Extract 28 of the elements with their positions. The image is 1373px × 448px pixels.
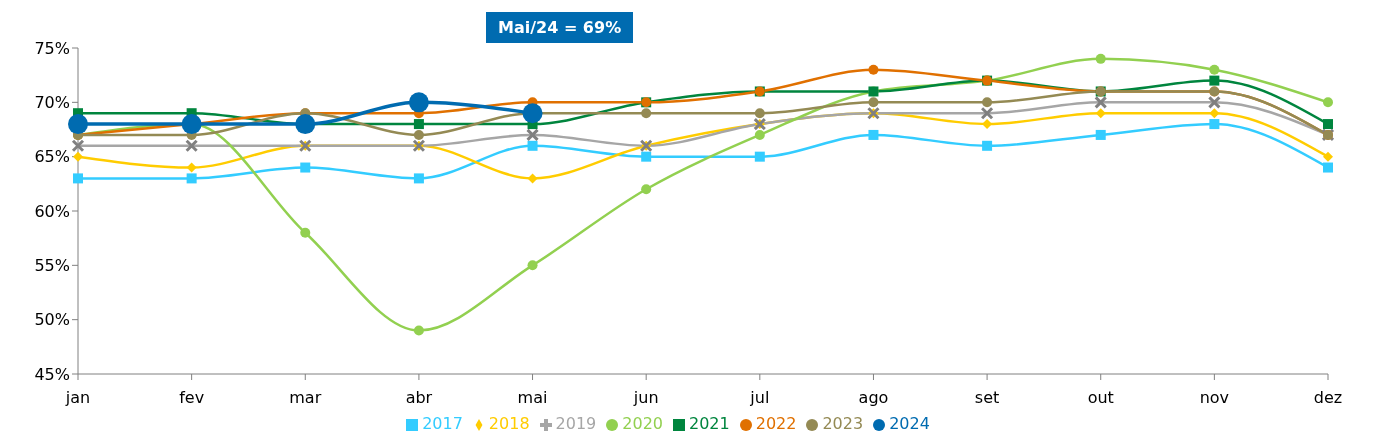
y-tick-label: 50% [34, 310, 70, 330]
x-tick-label: mar [289, 388, 322, 408]
legend-label: 2023 [822, 414, 864, 433]
legend-label: 2020 [622, 414, 663, 433]
legend-label: 2017 [422, 414, 463, 433]
x-tick-label: abr [405, 388, 433, 408]
y-tick-label: 70% [34, 93, 70, 113]
y-tick-label: 45% [34, 364, 70, 384]
legend-label: 2018 [488, 414, 530, 433]
x-tick-label: ago [858, 388, 889, 408]
x-tick-label: out [1087, 388, 1114, 408]
x-tick-label: dez [1313, 388, 1343, 408]
text: Mai/24 = 69% [486, 12, 634, 43]
legend-label: 2019 [555, 414, 597, 433]
legend-label: 2022 [755, 414, 797, 433]
legend-label: 2021 [689, 414, 730, 433]
x-tick-label: jul [749, 388, 770, 408]
y-tick-label: 75% [34, 38, 70, 58]
y-tick-label: 60% [34, 201, 70, 221]
x-tick-label: nov [1199, 388, 1230, 408]
x-tick-label: jan [64, 388, 91, 408]
legend-label: 2024 [889, 414, 930, 433]
x-tick-label: fev [179, 388, 205, 408]
x-tick-label: mai [517, 388, 548, 408]
x-tick-label: set [974, 388, 1000, 408]
y-tick-label: 65% [34, 147, 70, 167]
x-tick-label: jun [632, 388, 659, 408]
y-tick-label: 55% [34, 256, 70, 276]
